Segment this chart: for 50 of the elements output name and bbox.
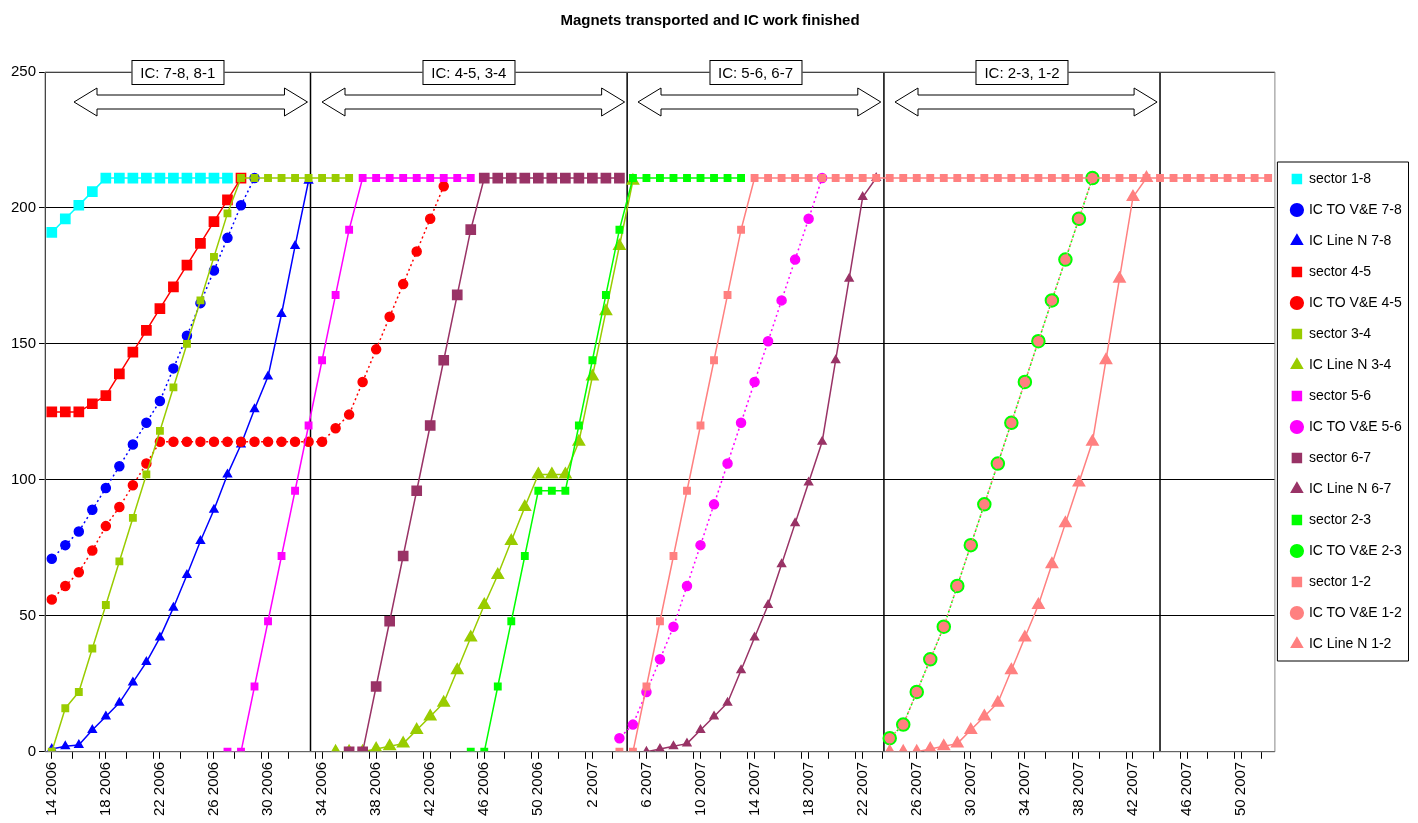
x-tick-label: 34 2007 [1015,761,1033,817]
x-tick-label: 34 2006 [312,761,330,817]
x-tick-label: 22 2007 [852,761,870,817]
y-tick-label: 150 [11,334,37,352]
chart-title: Magnets transported and IC work finished [560,11,860,29]
x-tick-label: 26 2007 [906,761,924,817]
x-tick-label: 6 2007 [636,761,654,808]
legend-label: IC TO V&E 7-8 [1308,200,1402,217]
x-tick-label: 18 2007 [798,761,816,817]
x-tick-label: 18 2006 [95,761,113,817]
x-tick-label: 14 2006 [41,761,59,817]
legend-label: IC TO V&E 2-3 [1308,541,1402,558]
x-tick-label: 22 2006 [150,761,168,817]
x-tick-label: 14 2007 [744,761,762,817]
y-tick-label: 250 [11,62,37,80]
annotation: IC: 5-6, 6-7 [709,60,803,85]
legend-label: sector 2-3 [1308,510,1372,527]
annotation: IC: 7-8, 8-1 [131,60,225,85]
x-tick-label: 46 2006 [474,761,492,817]
x-tick-label: 50 2006 [528,761,546,817]
y-tick-label: 50 [19,605,37,623]
x-tick-label: 10 2007 [690,761,708,817]
y-tick-label: 0 [27,741,37,759]
x-tick-label: 30 2006 [258,761,276,817]
legend-label: sector 1-8 [1308,169,1372,186]
legend-label: IC Line N 1-2 [1308,634,1392,651]
legend-label: IC TO V&E 4-5 [1308,293,1402,310]
legend-label: sector 6-7 [1308,448,1372,465]
legend-label: IC Line N 6-7 [1308,479,1392,496]
annotation: IC: 4-5, 3-4 [422,60,516,85]
x-tick-label: 26 2006 [204,761,222,817]
x-tick-label: 42 2007 [1123,761,1141,817]
x-tick-label: 42 2006 [420,761,438,817]
x-tick-label: 46 2007 [1177,761,1195,817]
legend-label: IC TO V&E 1-2 [1308,603,1402,620]
x-tick-label: 50 2007 [1231,761,1249,817]
x-tick-label: 30 2007 [960,761,978,817]
legend-label: sector 4-5 [1308,262,1372,279]
legend-label: sector 3-4 [1308,324,1372,341]
legend-label: IC TO V&E 5-6 [1308,417,1402,434]
legend-label: IC Line N 3-4 [1308,355,1392,372]
x-tick-label: 2 2007 [582,761,600,808]
legend-label: sector 5-6 [1308,386,1372,403]
y-tick-label: 200 [11,198,37,216]
x-tick-label: 38 2007 [1069,761,1087,817]
annotation: IC: 2-3, 1-2 [975,60,1069,85]
x-tick-label: 38 2006 [366,761,384,817]
legend-label: IC Line N 7-8 [1308,231,1392,248]
legend-label: sector 1-2 [1308,572,1372,589]
y-tick-label: 100 [11,470,37,488]
